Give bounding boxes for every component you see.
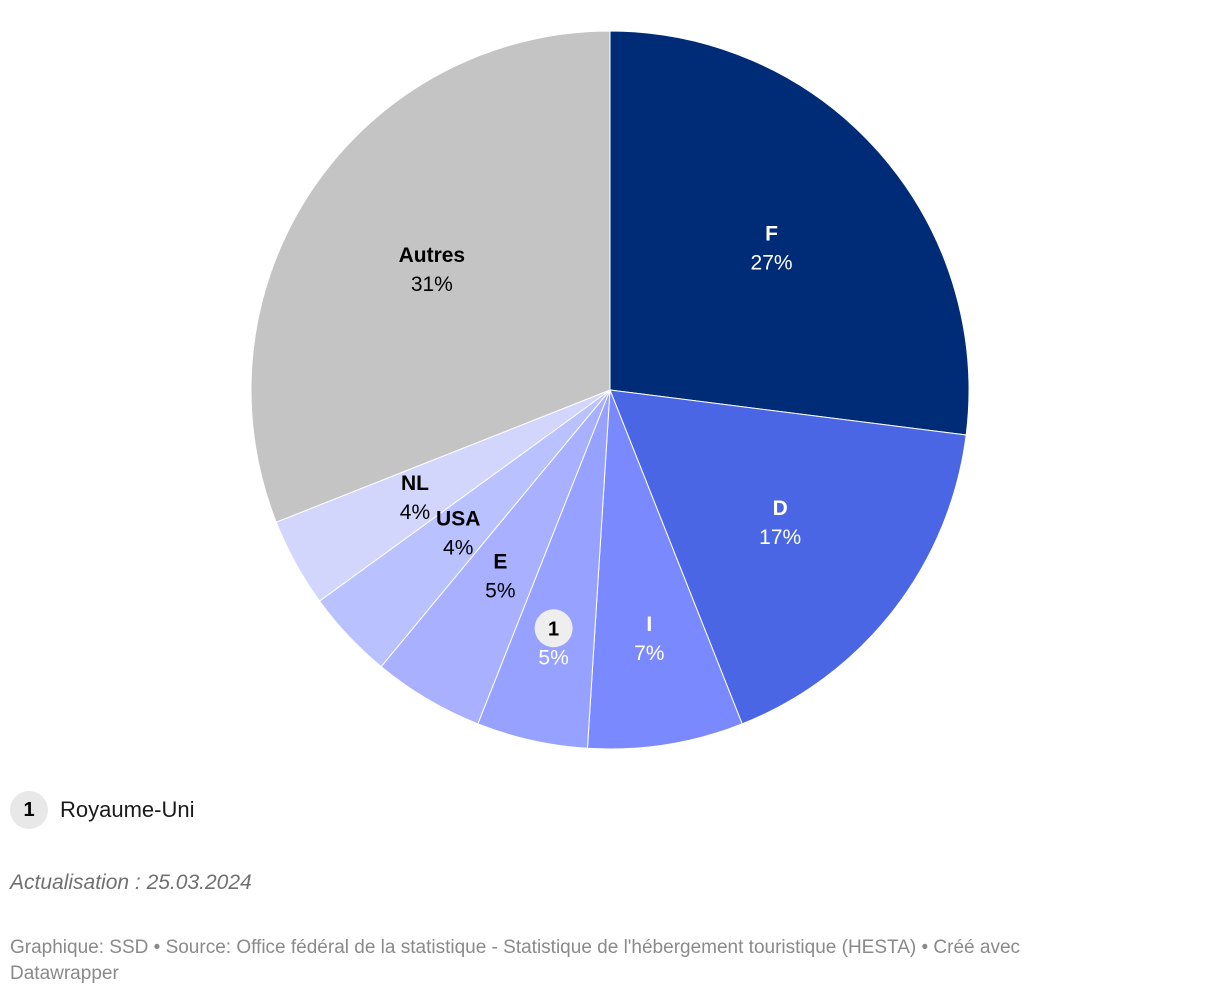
pie-slice-i xyxy=(586,389,743,750)
pie-value-i: 7% xyxy=(634,642,664,665)
footer-credits: Graphique: SSD • Source: Office fédéral … xyxy=(10,935,1190,987)
update-note: Actualisation : 25.03.2024 xyxy=(10,871,252,894)
pie-label-usa: USA xyxy=(436,508,480,531)
pie-label-f: F xyxy=(765,223,778,246)
legend: 1 Royaume-Uni xyxy=(10,791,195,829)
pie-value-nl: 4% xyxy=(400,501,430,524)
pie-labels: F 27% D 17% I 7% 1 5% E 5% USA 4% NL 4% Autres 31% xyxy=(399,223,802,670)
pie-value-autres: 31% xyxy=(411,273,453,296)
pie-slice-f xyxy=(609,30,970,436)
pie-slice-d xyxy=(609,389,967,725)
pie-value-d: 17% xyxy=(759,526,801,549)
pie-value-f: 27% xyxy=(751,252,793,275)
pie-value-1: 5% xyxy=(538,646,568,669)
pie-chart: F 27% D 17% I 7% 1 5% E 5% USA 4% NL 4% Autres 31% xyxy=(250,30,970,750)
pie-label-nl: NL xyxy=(401,472,429,495)
legend-label: Royaume-Uni xyxy=(60,797,195,822)
pie-slice-autres xyxy=(250,30,611,523)
pie-slices xyxy=(250,30,970,750)
pie-value-usa: 4% xyxy=(443,537,473,560)
pie-value-e: 5% xyxy=(485,579,515,602)
footer-line-1: Graphique: SSD • Source: Office fédéral … xyxy=(10,937,1021,958)
pie-label-i: I xyxy=(646,613,652,636)
footer-line-2: Datawrapper xyxy=(10,963,119,984)
pie-label-autres: Autres xyxy=(399,244,466,267)
pie-label-e: E xyxy=(493,550,507,573)
pie-badge-1 xyxy=(534,609,573,648)
legend-badge: 1 xyxy=(10,791,48,829)
pie-label-d: D xyxy=(773,497,788,520)
pie-label-1: 1 xyxy=(548,618,559,640)
